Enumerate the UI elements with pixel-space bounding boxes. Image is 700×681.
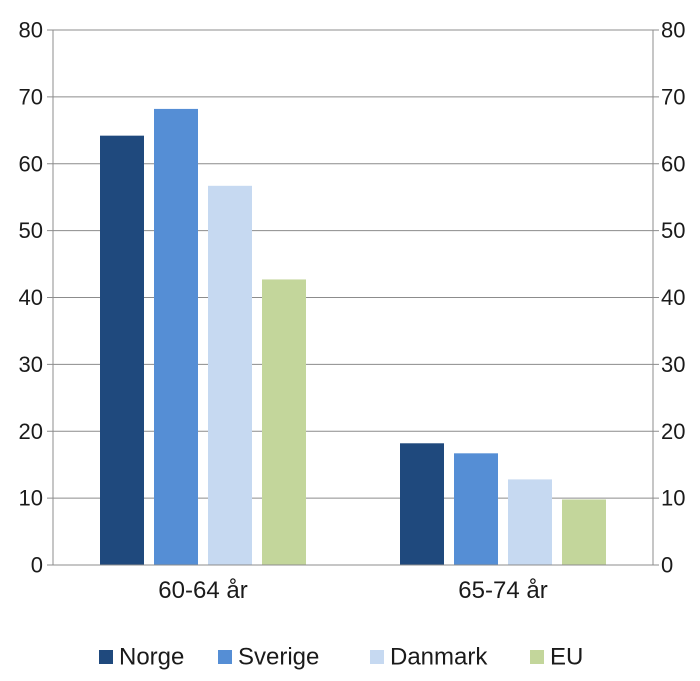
y-tick-label-left: 50	[19, 218, 43, 243]
x-category-label: 60-64 år	[158, 577, 247, 604]
legend-label-norge: Norge	[119, 644, 184, 671]
legend-swatch-norge	[99, 650, 113, 664]
x-category-labels: 60-64 år 65-74 år	[158, 577, 547, 604]
legend-swatch-sverige	[218, 650, 232, 664]
y-tick-label-left: 70	[19, 84, 43, 109]
bar-eu-2	[562, 499, 606, 565]
y-tick-labels-left: 0 10 20 30 40 50 60 70 80	[19, 18, 43, 578]
y-tick-label-right: 40	[661, 285, 685, 310]
y-tick-label-right: 30	[661, 352, 685, 377]
x-category-label: 65-74 år	[458, 577, 547, 604]
legend-label-sverige: Sverige	[238, 644, 319, 671]
y-tick-label-right: 10	[661, 486, 685, 511]
y-tick-label-right: 0	[661, 553, 673, 578]
y-tick-label-right: 80	[661, 18, 685, 43]
legend: Norge Sverige Danmark EU	[99, 644, 583, 671]
y-tick-label-right: 60	[661, 151, 685, 176]
y-tick-label-right: 20	[661, 419, 685, 444]
y-tick-label-left: 60	[19, 151, 43, 176]
legend-swatch-danmark	[370, 650, 384, 664]
gridlines	[47, 29, 659, 566]
bar-norge-2	[400, 443, 444, 565]
y-tick-label-left: 10	[19, 486, 43, 511]
y-tick-labels-right: 0 10 20 30 40 50 60 70 80	[661, 18, 685, 578]
y-tick-label-left: 30	[19, 352, 43, 377]
y-tick-label-left: 40	[19, 285, 43, 310]
y-tick-label-left: 20	[19, 419, 43, 444]
legend-label-danmark: Danmark	[390, 644, 488, 671]
bar-sverige-2	[454, 453, 498, 565]
y-tick-label-right: 50	[661, 218, 685, 243]
bar-sverige-1	[154, 108, 198, 565]
bar-eu-1	[262, 279, 306, 565]
y-tick-label-left: 0	[31, 553, 43, 578]
legend-swatch-eu	[530, 650, 544, 664]
bar-danmark-2	[508, 479, 552, 565]
y-tick-label-left: 80	[19, 18, 43, 43]
bar-norge-1	[100, 135, 144, 565]
y-tick-label-right: 70	[661, 84, 685, 109]
legend-label-eu: EU	[550, 644, 583, 671]
bar-danmark-1	[208, 185, 252, 565]
axes	[52, 30, 654, 566]
bars	[100, 108, 606, 565]
